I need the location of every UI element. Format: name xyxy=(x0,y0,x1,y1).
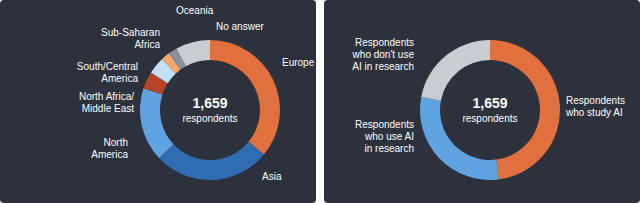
slice-label: Respondentswho study AI xyxy=(565,95,625,118)
slices xyxy=(420,40,560,180)
slice xyxy=(140,88,174,158)
chart-panel: EuropeAsiaNorthAmericaNorth Africa/Middl… xyxy=(0,0,316,203)
label-line: Europe xyxy=(282,57,315,68)
label-line: who study AI xyxy=(565,107,623,118)
label-line: who use AI xyxy=(364,131,414,142)
label-line: North xyxy=(104,137,128,148)
label-line: Oceania xyxy=(176,5,214,16)
label-line: AI in research xyxy=(352,61,414,72)
label-line: Middle East xyxy=(82,103,134,114)
label-line: No answer xyxy=(216,21,264,32)
slice-label: Europe xyxy=(282,57,315,68)
label-line: North Africa/ xyxy=(79,91,134,102)
slices xyxy=(140,40,280,180)
slice-label: Asia xyxy=(262,171,282,182)
label-line: America xyxy=(91,149,128,160)
slice-label: Oceania xyxy=(176,5,214,16)
label-line: Africa xyxy=(134,39,160,50)
panel-background xyxy=(324,0,640,203)
label-line: South/Central xyxy=(77,61,138,72)
slice xyxy=(176,40,210,66)
labels: EuropeAsiaNorthAmericaNorth Africa/Middl… xyxy=(77,5,315,182)
label-line: America xyxy=(101,73,138,84)
labels: Respondentswho study AIRespondentswho us… xyxy=(352,37,625,154)
center-text: respondents xyxy=(182,113,237,124)
label-line: Respondents xyxy=(566,95,625,106)
chart-panel: Respondentswho study AIRespondentswho us… xyxy=(324,0,640,203)
slice-label: Sub-SaharanAfrica xyxy=(101,27,160,50)
slice xyxy=(421,40,490,101)
label-line: in research xyxy=(365,143,414,154)
center-text: 1,659 xyxy=(472,95,507,111)
slice-label: Respondentswho don't useAI in research xyxy=(352,37,415,72)
panel-background xyxy=(0,0,316,203)
slice xyxy=(159,142,264,180)
slice-label: South/CentralAmerica xyxy=(77,61,139,84)
label-line: Sub-Saharan xyxy=(101,27,160,38)
center-text: 1,659 xyxy=(192,95,227,111)
slice-label: North Africa/Middle East xyxy=(79,91,134,114)
figure: EuropeAsiaNorthAmericaNorth Africa/Middl… xyxy=(0,0,640,203)
center-text: respondents xyxy=(462,113,517,124)
slice-label: Respondentswho use AIin research xyxy=(355,119,414,154)
label-line: Respondents xyxy=(355,37,414,48)
label-line: Respondents xyxy=(355,119,414,130)
slice-label: NorthAmerica xyxy=(91,137,128,160)
slice-label: No answer xyxy=(216,21,264,32)
label-line: who don't use xyxy=(352,49,415,60)
label-line: Asia xyxy=(262,171,282,182)
